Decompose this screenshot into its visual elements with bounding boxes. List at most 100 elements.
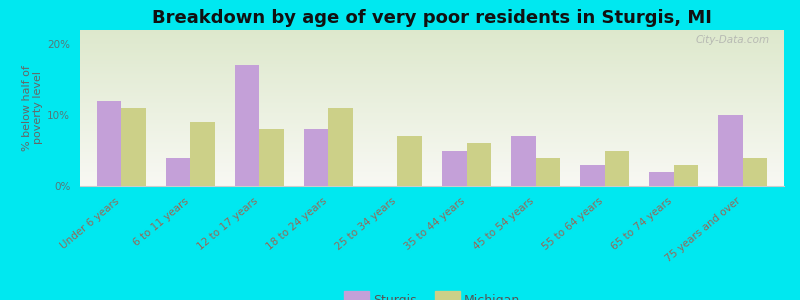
Bar bbox=[80, 75, 784, 76]
Legend: Sturgis, Michigan: Sturgis, Michigan bbox=[339, 289, 525, 300]
Bar bbox=[80, 87, 784, 88]
Bar bbox=[80, 177, 784, 178]
Bar bbox=[80, 137, 784, 138]
Bar bbox=[80, 40, 784, 41]
Bar bbox=[80, 171, 784, 172]
Bar bbox=[80, 112, 784, 113]
Bar bbox=[80, 83, 784, 84]
Bar bbox=[80, 185, 784, 186]
Bar bbox=[80, 64, 784, 65]
Bar bbox=[80, 113, 784, 114]
Bar bbox=[535, 158, 560, 186]
Bar bbox=[80, 107, 784, 108]
Bar bbox=[80, 158, 784, 159]
Bar bbox=[80, 76, 784, 77]
Bar bbox=[80, 162, 784, 163]
Bar bbox=[80, 67, 784, 68]
Bar bbox=[80, 49, 784, 50]
Bar bbox=[190, 122, 214, 186]
Bar bbox=[80, 41, 784, 42]
Bar bbox=[80, 68, 784, 69]
Bar bbox=[80, 159, 784, 160]
Bar bbox=[80, 98, 784, 99]
Text: City-Data.com: City-Data.com bbox=[696, 35, 770, 45]
Bar bbox=[80, 144, 784, 145]
Bar bbox=[80, 42, 784, 43]
Bar bbox=[80, 166, 784, 167]
Bar bbox=[80, 164, 784, 165]
Bar bbox=[80, 176, 784, 177]
Bar bbox=[80, 93, 784, 94]
Bar bbox=[80, 136, 784, 137]
Bar bbox=[80, 33, 784, 34]
Bar bbox=[466, 143, 490, 186]
Bar bbox=[80, 138, 784, 139]
Bar bbox=[80, 97, 784, 98]
Bar bbox=[80, 148, 784, 149]
Bar bbox=[80, 140, 784, 141]
Bar bbox=[80, 175, 784, 176]
Bar bbox=[80, 165, 784, 166]
Bar bbox=[80, 89, 784, 90]
Bar bbox=[80, 122, 784, 123]
Bar bbox=[80, 121, 784, 122]
Bar bbox=[80, 84, 784, 85]
Bar bbox=[80, 37, 784, 38]
Bar bbox=[80, 53, 784, 54]
Bar bbox=[80, 71, 784, 72]
Bar bbox=[80, 155, 784, 156]
Bar bbox=[80, 57, 784, 58]
Bar bbox=[80, 135, 784, 136]
Bar bbox=[235, 65, 259, 186]
Bar bbox=[80, 169, 784, 170]
Bar bbox=[80, 62, 784, 63]
Bar bbox=[80, 115, 784, 116]
Bar bbox=[80, 59, 784, 60]
Bar bbox=[80, 85, 784, 86]
Bar bbox=[80, 63, 784, 64]
Bar bbox=[80, 120, 784, 121]
Bar bbox=[80, 161, 784, 162]
Bar bbox=[80, 90, 784, 91]
Bar bbox=[80, 61, 784, 62]
Bar bbox=[80, 125, 784, 126]
Bar bbox=[80, 103, 784, 104]
Bar bbox=[80, 124, 784, 125]
Bar bbox=[80, 52, 784, 53]
Bar bbox=[80, 123, 784, 124]
Bar bbox=[80, 95, 784, 96]
Bar bbox=[80, 143, 784, 144]
Bar bbox=[80, 127, 784, 128]
Bar bbox=[80, 116, 784, 117]
Bar bbox=[80, 168, 784, 169]
Bar bbox=[80, 99, 784, 100]
Bar bbox=[80, 118, 784, 119]
Bar bbox=[80, 86, 784, 87]
Bar bbox=[80, 152, 784, 153]
Bar bbox=[166, 158, 190, 186]
Bar bbox=[80, 105, 784, 106]
Bar bbox=[80, 134, 784, 135]
Bar bbox=[80, 145, 784, 146]
Bar bbox=[80, 44, 784, 45]
Bar bbox=[80, 108, 784, 109]
Bar bbox=[80, 45, 784, 46]
Bar bbox=[80, 36, 784, 37]
Bar bbox=[80, 182, 784, 183]
Bar bbox=[80, 81, 784, 82]
Bar bbox=[80, 31, 784, 32]
Bar bbox=[80, 153, 784, 154]
Bar bbox=[80, 38, 784, 39]
Bar bbox=[80, 94, 784, 95]
Bar bbox=[80, 173, 784, 174]
Bar bbox=[80, 85, 784, 86]
Bar bbox=[80, 70, 784, 71]
Bar bbox=[80, 32, 784, 33]
Bar bbox=[80, 179, 784, 180]
Bar bbox=[80, 111, 784, 112]
Bar bbox=[80, 178, 784, 179]
Y-axis label: % below half of
poverty level: % below half of poverty level bbox=[22, 65, 43, 151]
Bar bbox=[80, 174, 784, 175]
Bar bbox=[80, 48, 784, 49]
Bar bbox=[80, 110, 784, 111]
